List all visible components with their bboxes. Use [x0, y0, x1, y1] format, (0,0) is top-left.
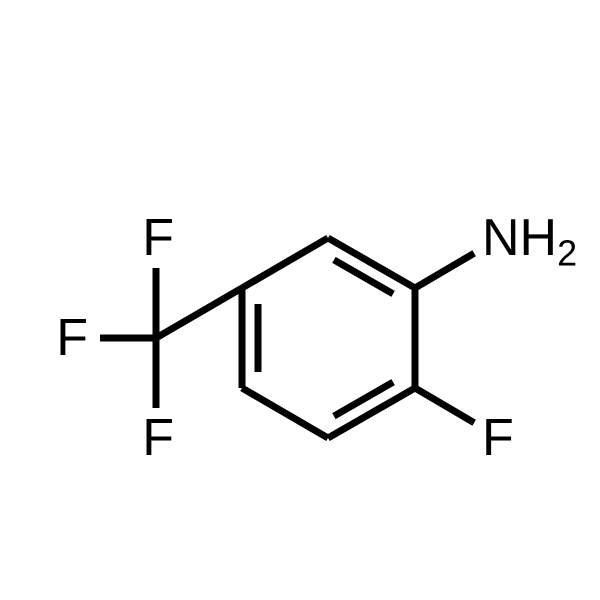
atom-label-F2: F [482, 409, 514, 467]
atom-label-F7a: F [142, 209, 174, 267]
atom-label-F7c: F [142, 409, 174, 467]
atom-label-F7b: F [56, 309, 88, 367]
atom-label-N: NH2 [482, 209, 577, 273]
molecule-structure: NH2FFFF [0, 0, 600, 600]
